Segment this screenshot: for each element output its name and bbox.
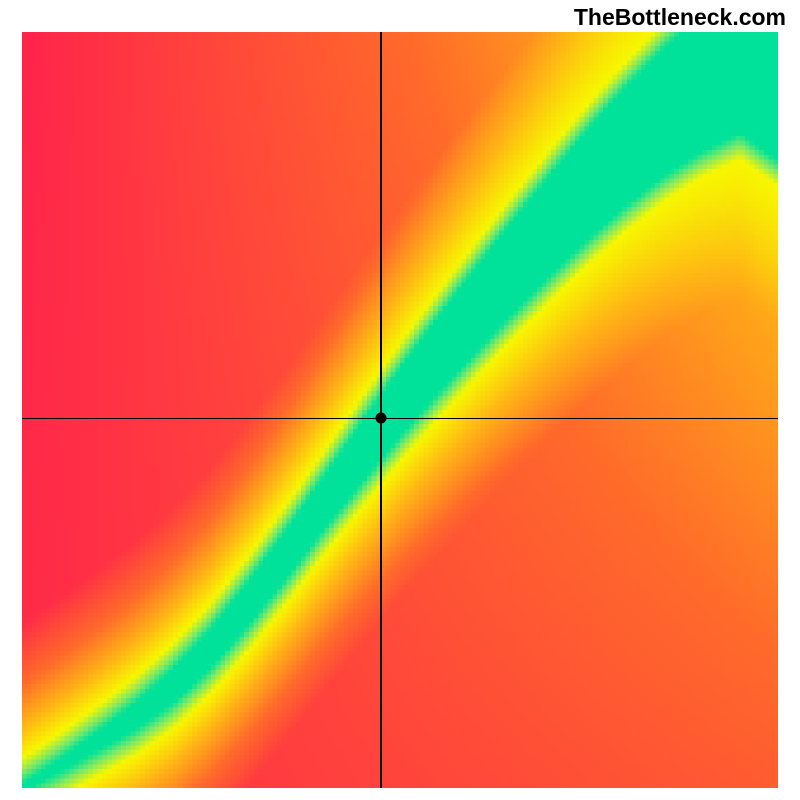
crosshair-horizontal [22, 418, 778, 420]
attribution-text: TheBottleneck.com [574, 4, 786, 31]
figure-container: TheBottleneck.com [0, 0, 800, 800]
heatmap-canvas [22, 32, 778, 788]
crosshair-marker [376, 413, 387, 424]
crosshair-vertical [380, 32, 382, 788]
heatmap-plot [22, 32, 778, 788]
